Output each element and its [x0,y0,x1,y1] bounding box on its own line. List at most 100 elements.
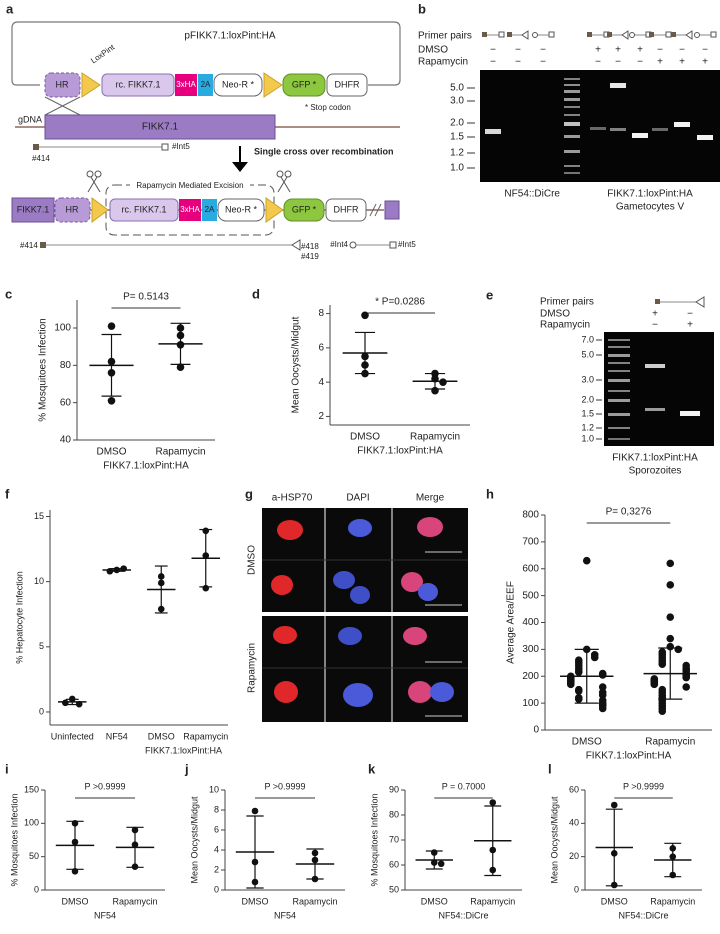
x-tick-label: DMSO [148,731,175,741]
y-tick-label: 800 [522,510,539,521]
neo-label: Neo-R * [222,79,255,89]
data-point [439,378,447,386]
ha-label: 3xHA [180,205,200,214]
gel-bands [485,78,713,174]
sign: + [615,45,621,56]
primer [629,32,635,38]
annotation: P >0.9999 [84,781,125,791]
y-tick-label: 8 [318,308,324,319]
chart: i 0 50 100 150 % Mosquitoes Infection DMSO Rapa… [5,761,165,920]
data-point [437,860,445,868]
error-bar [66,820,84,870]
primer [507,32,512,37]
sign: − [540,45,546,56]
rc-box [109,198,179,222]
fikk-label: FIKK7.1 [142,122,179,133]
gfp-box [282,73,326,97]
data-point [598,691,607,699]
y-tick-label: 40 [569,818,579,828]
hr-box [54,197,91,223]
chart: l 0 20 40 60 Mean Oocysts/Midgut DMSO Rapamycin… [548,761,702,920]
y-tick-label: 60 [569,784,579,794]
data-point [574,687,583,695]
panel-g: g a-HSP70 DAPI Merge DMSO Rapamycin [245,486,468,722]
x-tick-label: Rapamycin [112,896,157,906]
error-bar [170,322,191,365]
hr-label: HR [56,79,69,89]
primer-pairs-label: Primer pairs [418,31,472,42]
panel-letter: h [486,486,494,501]
x-tick-label: DMSO [350,432,380,443]
fikk-gene [384,200,400,220]
sign: + [657,57,663,68]
primer [649,32,654,37]
recomb-label: Single cross over recombination [254,146,394,156]
data-point [650,680,659,689]
x-tick-label: DMSO [97,447,127,458]
row-label: Rapamycin [418,57,468,68]
y-tick-label: 600 [522,563,539,574]
error-bar [306,848,324,880]
annotation: P = 0.7000 [442,781,486,791]
x-tick-label: DMSO [421,896,448,906]
sign: − [540,57,546,68]
y-tick-label: 0 [533,725,539,736]
y-tick-label: 90 [389,784,399,794]
data-point [251,807,259,815]
error-bar [199,528,213,588]
y-tick-label: 6 [214,824,219,834]
primer [532,32,538,38]
x-tick-label: DMSO [572,737,602,748]
sign: + [679,57,685,68]
primer-label: #419 [301,252,319,261]
gel-caption: Sporozoites [629,466,682,477]
x-axis-label: FIKK7.1:loxPint:HA [357,446,443,457]
error-bar [65,698,79,706]
primer [695,296,705,308]
data-point [566,680,575,689]
primer [482,32,487,37]
arrow-head [232,162,248,172]
y-tick-label: 0 [34,884,39,894]
primer [607,32,612,37]
data-point [574,695,583,703]
rc-label: rc. FIKK7.1 [115,79,160,89]
excision-label: Rapamycin Mediated Excision [136,181,243,190]
y-axis-label: % Mosquitoes Infection [9,793,19,886]
y-tick-label: 4 [214,844,219,854]
y-tick-label: 700 [522,537,539,548]
panel-b: b Primer pairs DMSO Rapamycin NF54::DiCr… [418,1,720,213]
error-bar [424,372,446,390]
annotation: P= 0.5143 [123,292,169,303]
panel-e: e Primer pairs DMSO Rapamycin FIKK7.1:lo… [486,287,714,477]
y-tick-label: 50 [29,851,39,861]
y-tick-label: 0 [214,884,219,894]
y-tick-label: 10 [34,576,44,586]
data-point [682,673,691,682]
data-point [658,660,667,668]
x-axis-label: FIKK7.1:loxPint:HA [103,461,189,472]
neo-box [213,73,263,97]
loxp-triangle [265,197,284,223]
sign: − [687,309,693,320]
y-axis-label: Mean Oocysts/Midgut [549,796,559,884]
sign: − [490,45,496,56]
data-point [107,322,116,330]
error-bar [154,565,168,614]
x-tick-label: DMSO [242,896,269,906]
ladder-label: 1.5 [581,408,594,418]
error-bar [658,647,683,700]
label-bg [130,181,250,190]
x-tick-label: Rapamycin [645,737,695,748]
y-tick-label: 100 [54,323,71,334]
x-tick-label: Rapamycin [470,896,515,906]
y-tick-label: 80 [60,360,72,371]
primer-pairs-label: Primer pairs [540,297,594,308]
neo-label: Neo-R * [225,204,258,214]
y-tick-label: 70 [389,834,399,844]
y-tick-label: 50 [389,884,399,894]
sign: + [595,45,601,56]
y-tick-label: 400 [522,617,539,628]
ladder-label: 1.2 [450,148,464,159]
